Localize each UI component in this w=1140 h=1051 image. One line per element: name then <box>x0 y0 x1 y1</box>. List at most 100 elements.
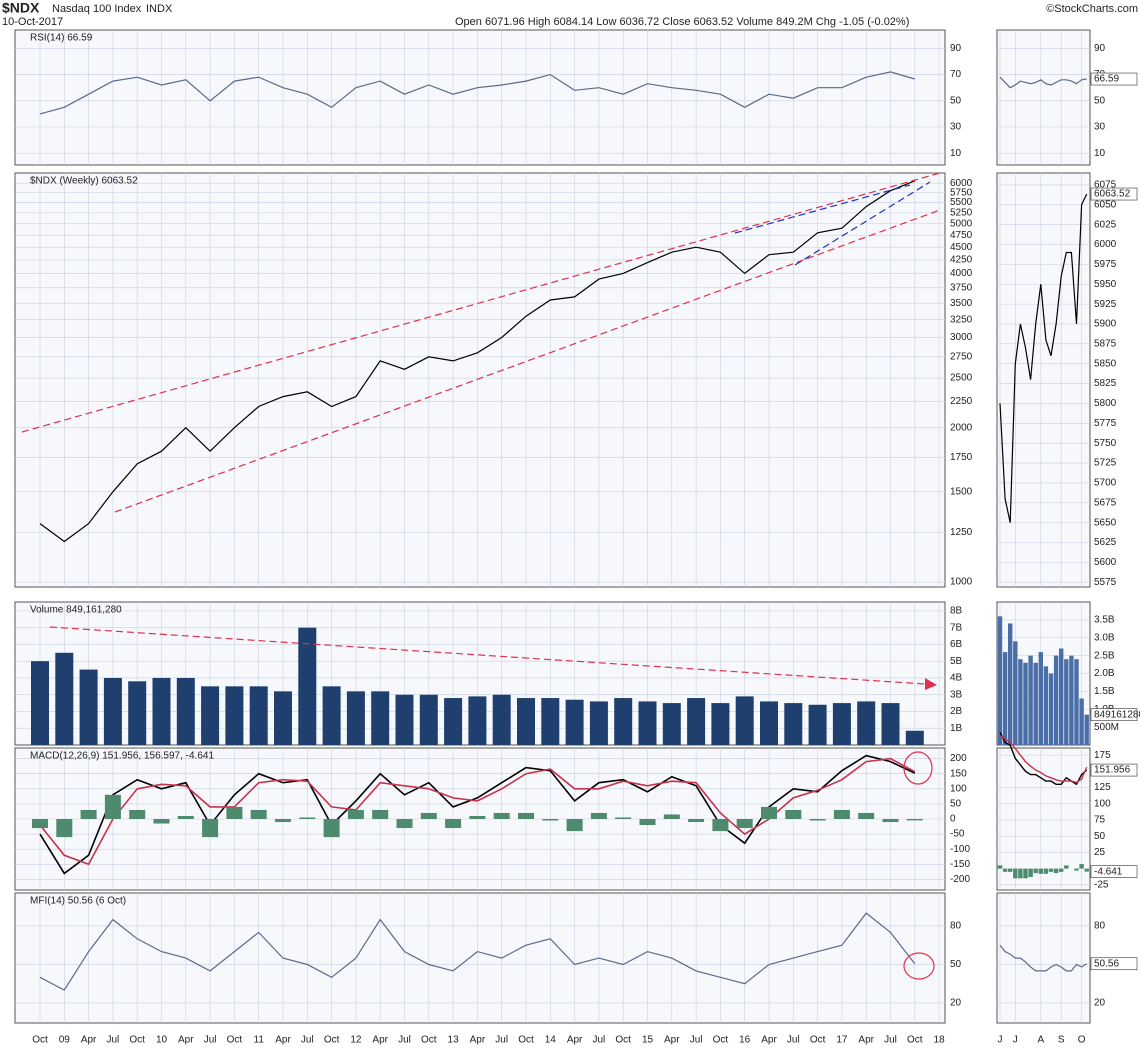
bar <box>857 701 876 745</box>
side-y-tick-label: 1.5B <box>1094 686 1115 697</box>
last-value-box <box>1090 187 1138 201</box>
annotations <box>21 172 941 690</box>
x-tick-label: Apr <box>858 1035 874 1046</box>
x-tick-label: Oct <box>129 1035 145 1046</box>
y-tick-label: 2B <box>950 706 963 717</box>
y-tick-label: 5500 <box>950 197 973 208</box>
y-tick-label: 8B <box>950 606 963 617</box>
side-y-tick-label: 50 <box>1094 831 1106 842</box>
y-tick-label: 30 <box>950 122 962 133</box>
bar <box>469 815 486 819</box>
side-y-tick-label: 500M <box>1094 722 1119 733</box>
bar <box>1079 864 1084 869</box>
arrow-head <box>925 678 937 690</box>
side-y-tick-label: 6050 <box>1094 199 1117 210</box>
x-tick-label: 12 <box>350 1035 362 1046</box>
side-y-tick-label: 5900 <box>1094 319 1117 330</box>
x-tick-label: Oct <box>32 1035 48 1046</box>
y-tick-label: 2750 <box>950 351 973 362</box>
panel-label: MFI(14) 50.56 (6 Oct) <box>30 896 126 907</box>
bar <box>882 819 899 823</box>
side-y-tick-label: 75 <box>1094 815 1106 826</box>
bar <box>1043 868 1049 874</box>
panel-frame <box>14 29 946 166</box>
bar <box>80 809 97 819</box>
bar <box>468 696 487 745</box>
bar <box>858 812 875 819</box>
x-tick-label: Apr <box>664 1035 680 1046</box>
series-line <box>999 193 1088 523</box>
series-line <box>999 76 1087 89</box>
bar <box>1018 659 1023 745</box>
side-y-tick-label: 125 <box>1094 782 1111 793</box>
x-tick-label: Jul <box>204 1035 217 1046</box>
side-y-tick-label: 5625 <box>1094 537 1117 548</box>
side-y-tick-label: 10 <box>1094 148 1106 159</box>
bar <box>590 812 607 819</box>
y-tick-label: 4250 <box>950 255 973 266</box>
y-tick-label: 3500 <box>950 298 973 309</box>
y-tick-label: 2250 <box>950 396 973 407</box>
x-tick-label: 10 <box>156 1035 168 1046</box>
x-tick-label: Apr <box>372 1035 388 1046</box>
bar <box>104 794 121 819</box>
side-y-tick-label: 90 <box>1094 43 1106 54</box>
bar <box>129 809 146 819</box>
bar <box>615 817 632 819</box>
bar <box>395 694 414 745</box>
x-tick-label: Oct <box>324 1035 340 1046</box>
bar <box>1013 641 1018 745</box>
x-tick-label: Apr <box>761 1035 777 1046</box>
y-tick-label: 4000 <box>950 268 973 279</box>
bar <box>1053 655 1059 745</box>
side-y-tick-label: 5825 <box>1094 378 1117 389</box>
last-value-label: 6063.52 <box>1094 189 1131 200</box>
x-tick-label: Jul <box>787 1035 800 1046</box>
trendline <box>21 172 941 433</box>
y-tick-label: 150 <box>950 768 967 779</box>
x-tick-label: Apr <box>567 1035 583 1046</box>
y-tick-label: 5750 <box>950 187 973 198</box>
side-y-tick-label: 6025 <box>1094 219 1117 230</box>
bar <box>1023 868 1028 879</box>
x-tick-label: 11 <box>254 1035 265 1046</box>
x-tick-label: Oct <box>907 1035 923 1046</box>
bar <box>249 686 268 745</box>
y-tick-label: 3250 <box>950 314 973 325</box>
x-tick-label: Jul <box>107 1035 120 1046</box>
bar <box>1008 623 1013 745</box>
y-tick-label: 3B <box>950 689 963 700</box>
bar <box>202 819 219 838</box>
bar <box>997 616 1003 745</box>
x-tick-label: 13 <box>448 1035 460 1046</box>
y-tick-label: 3000 <box>950 332 973 343</box>
bar <box>566 819 583 832</box>
side-y-tick-label: 6075 <box>1094 180 1117 191</box>
y-tick-label: 200 <box>950 753 967 764</box>
bar <box>396 819 413 829</box>
panel-frame <box>14 172 946 588</box>
bar <box>663 814 680 819</box>
side-frame <box>996 29 1091 166</box>
bar <box>445 819 462 829</box>
x-tick-label: Jul <box>301 1035 314 1046</box>
x-tick-label: 18 <box>934 1035 946 1046</box>
series-line <box>999 944 1088 972</box>
bar <box>735 696 754 745</box>
panel-label: $NDX (Weekly) 6063.52 <box>30 176 138 187</box>
panel-frame <box>14 892 946 1024</box>
bar <box>152 677 171 745</box>
bar <box>1002 868 1008 872</box>
bar <box>79 669 98 745</box>
bar <box>1048 673 1054 745</box>
trendline <box>114 209 941 513</box>
bar <box>1018 868 1023 879</box>
x-tick-label: Apr <box>470 1035 486 1046</box>
y-tick-label: 6000 <box>950 178 973 189</box>
x-tick-label: Apr <box>275 1035 291 1046</box>
bar <box>1079 698 1084 745</box>
side-y-tick-label: 5575 <box>1094 577 1117 588</box>
last-value-label: 849161280 <box>1094 709 1140 720</box>
y-tick-label: 50 <box>950 799 962 810</box>
